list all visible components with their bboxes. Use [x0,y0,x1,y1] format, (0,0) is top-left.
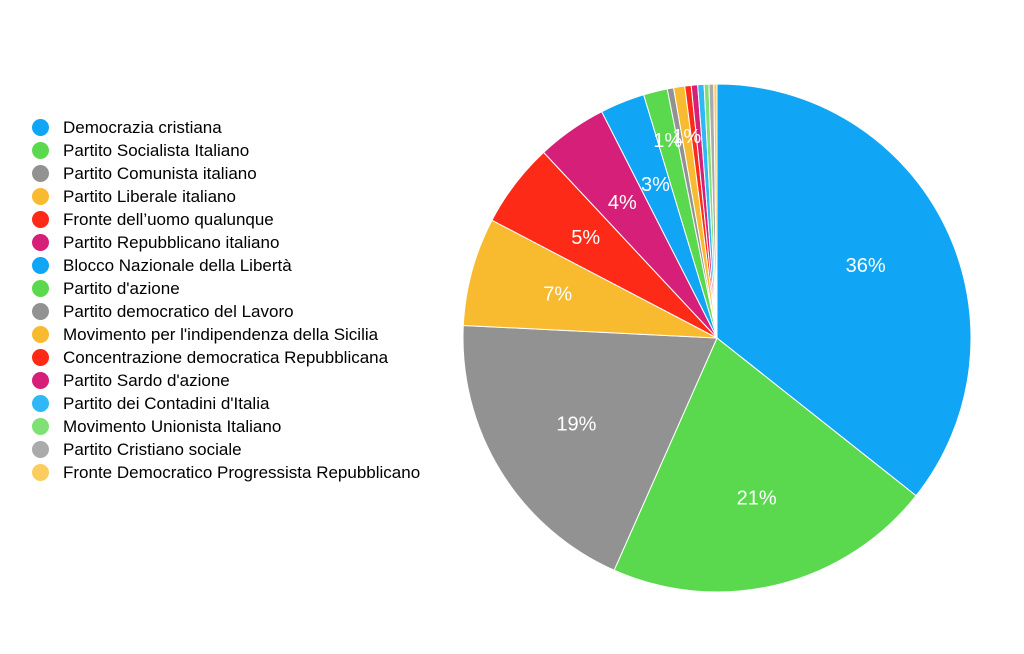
legend-label: Partito Comunista italiano [63,163,257,183]
slice-percent-label: 4% [608,192,637,214]
slice-percent-label: 21% [737,487,777,509]
legend-swatch [32,165,49,182]
legend-label: Partito Repubblicano italiano [63,232,280,252]
legend-label: Partito Sardo d'azione [63,370,230,390]
legend-swatch [32,326,49,343]
legend-label: Partito Socialista Italiano [63,140,250,160]
legend-item: Concentrazione democratica Repubblicana [32,346,420,369]
legend-item: Fronte dell’uomo qualunque [32,208,420,231]
legend-item: Partito d'azione [32,277,420,300]
legend-label: Fronte Democratico Progressista Repubbli… [63,462,421,482]
legend-label: Fronte dell’uomo qualunque [63,209,274,229]
legend-item: Partito democratico del Lavoro [32,300,420,323]
legend-item: Movimento per l'indipendenza della Sicil… [32,323,420,346]
legend-item: Partito dei Contadini d'Italia [32,392,420,415]
pie-slice [713,83,718,339]
chart-legend: Democrazia cristiana Partito Socialista I… [32,116,420,484]
slice-percent-label: 1% [653,130,682,152]
pie-slice [462,219,718,339]
legend-item: Partito Socialista Italiano [32,139,420,162]
legend-label: Movimento Unionista Italiano [63,416,282,436]
legend-swatch [32,303,49,320]
legend-swatch [32,441,49,458]
legend-item: Movimento Unionista Italiano [32,415,420,438]
legend-swatch [32,349,49,366]
legend-label: Democrazia cristiana [63,117,222,137]
legend-label: Concentrazione democratica Repubblicana [63,347,389,367]
slice-percent-label: 19% [556,414,596,436]
legend-item: Fronte Democratico Progressista Repubbli… [32,461,420,484]
legend-swatch [32,211,49,228]
legend-swatch [32,257,49,274]
legend-label: Blocco Nazionale della Libertà [63,255,292,275]
legend-item: Partito Cristiano sociale [32,438,420,461]
slice-percent-label: 1% [672,126,701,148]
pie-slice-labels: 36% 21% 19% 7% 5% 4%3% 1%1% [543,126,886,509]
legend-swatch [32,395,49,412]
legend-swatch [32,280,49,297]
pie-slice [613,337,917,593]
pie-slice [716,83,972,497]
legend-swatch [32,119,49,136]
legend-swatch [32,188,49,205]
legend-swatch [32,372,49,389]
legend-item: Blocco Nazionale della Libertà [32,254,420,277]
pie-slices [462,83,972,593]
legend-label: Movimento per l'indipendenza della Sicil… [63,324,379,344]
pie-slice [462,324,718,571]
legend-label: Partito Liberale italiano [63,186,236,206]
legend-label: Partito dei Contadini d'Italia [63,393,270,413]
slice-percent-label: 7% [543,284,572,306]
legend-swatch [32,142,49,159]
legend-label: Partito democratico del Lavoro [63,301,294,321]
legend-swatch [32,234,49,251]
legend-item: Democrazia cristiana [32,116,420,139]
legend-item: Partito Sardo d'azione [32,369,420,392]
legend-item: Partito Repubblicano italiano [32,231,420,254]
legend-swatch [32,464,49,481]
slice-percent-label: 3% [641,174,670,196]
legend-item: Partito Comunista italiano [32,162,420,185]
legend-swatch [32,418,49,435]
legend-label: Partito d'azione [63,278,180,298]
legend-label: Partito Cristiano sociale [63,439,242,459]
slice-percent-label: 5% [571,227,600,249]
legend-item: Partito Liberale italiano [32,185,420,208]
slice-percent-label: 36% [846,255,886,277]
